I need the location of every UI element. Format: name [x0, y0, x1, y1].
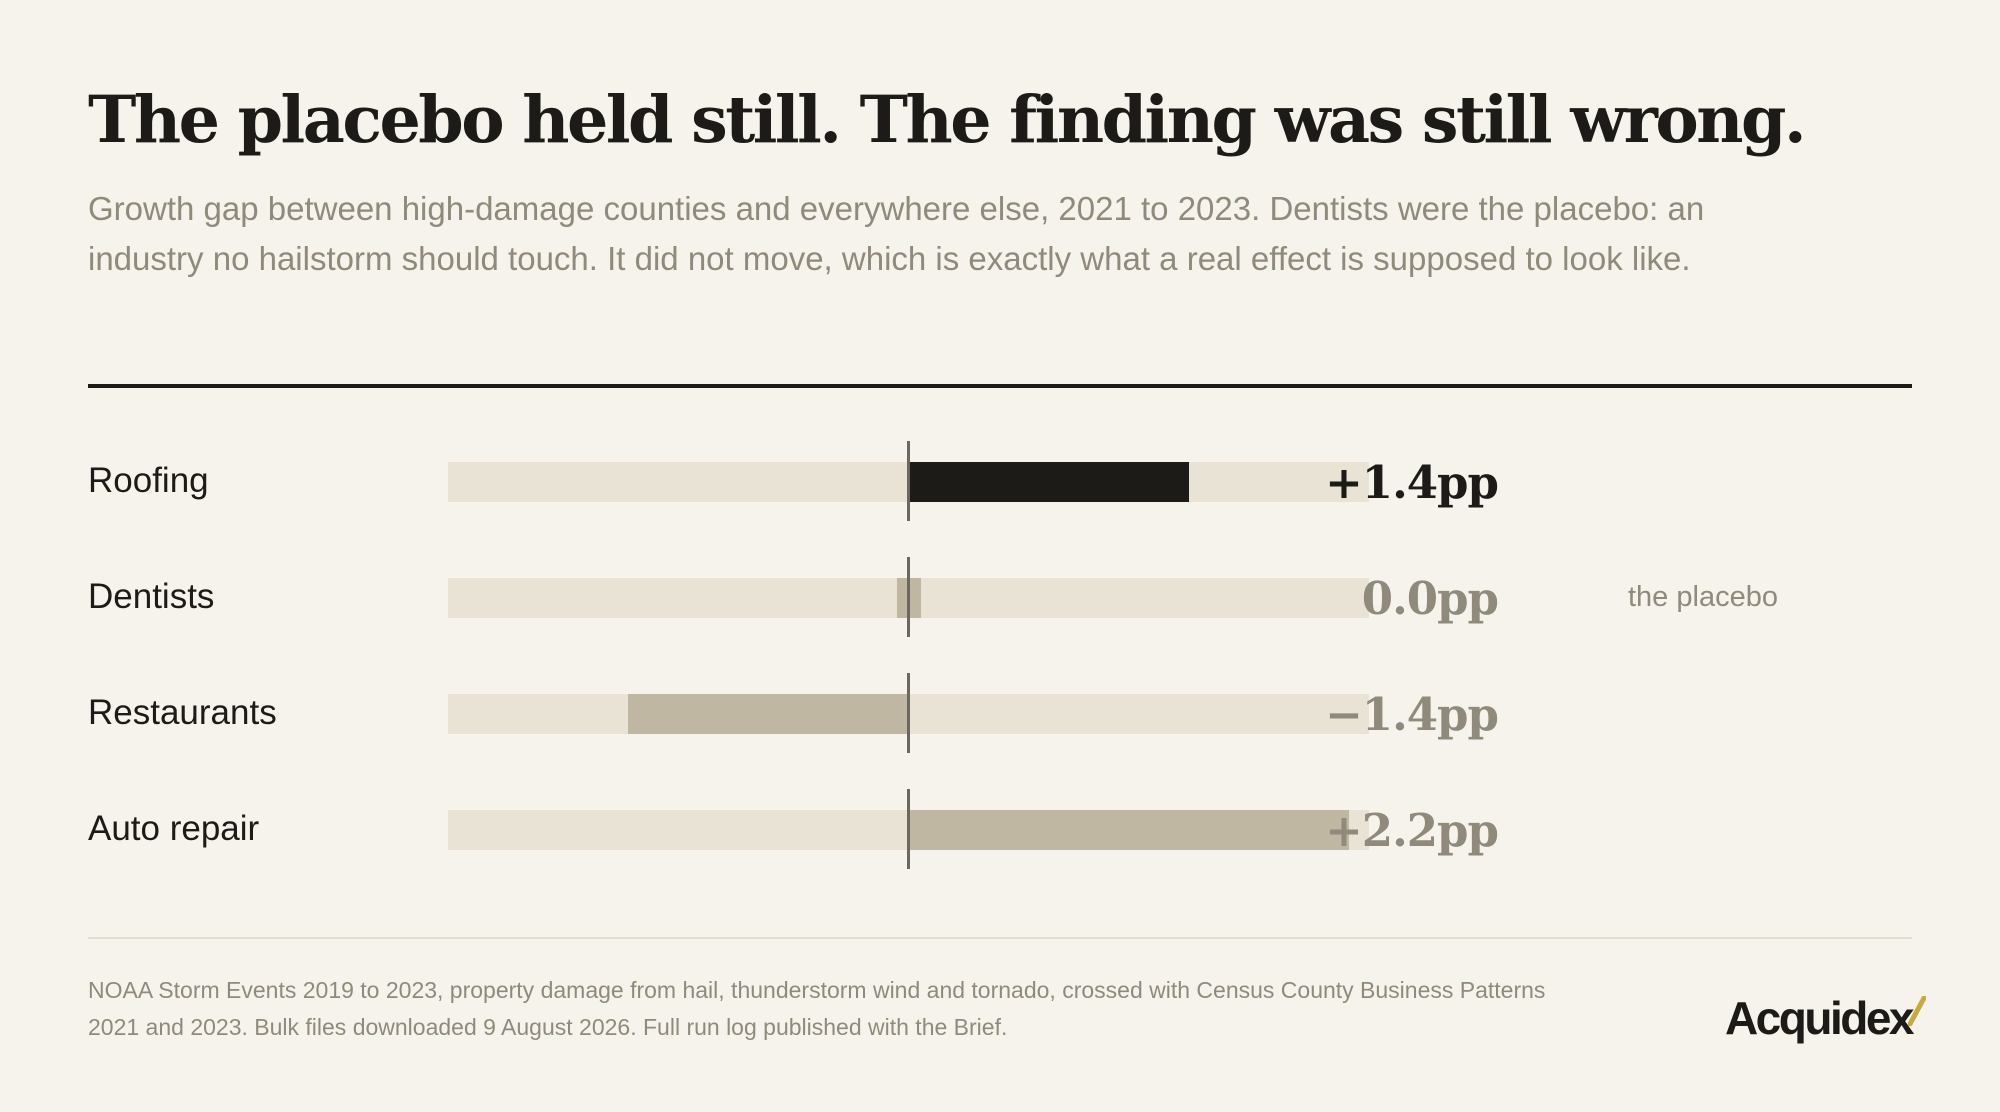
zero-line: [907, 557, 910, 637]
brand-wordmark: Acquidex: [1724, 990, 1926, 1046]
zero-line: [907, 789, 910, 869]
category-label: Dentists: [88, 577, 215, 616]
bar-row-auto-repair: Auto repair +2.2pp: [88, 789, 1912, 869]
top-divider: [88, 384, 1912, 388]
brand-name: Acquidex: [1724, 992, 1915, 1044]
zero-line: [907, 441, 910, 521]
bar-roofing: [908, 462, 1189, 502]
logo-tick-icon: [1908, 996, 1926, 1026]
bottom-divider: [88, 937, 1912, 939]
bar-row-roofing: Roofing +1.4pp: [88, 441, 1912, 521]
chart-title: The placebo held still. The finding was …: [88, 82, 1807, 158]
value-label: +1.4pp: [1325, 456, 1499, 509]
bar-row-restaurants: Restaurants −1.4pp: [88, 673, 1912, 753]
category-label: Auto repair: [88, 809, 260, 848]
brand-logo: Acquidex: [1724, 990, 1926, 1046]
source-note: NOAA Storm Events 2019 to 2023, property…: [88, 977, 1546, 1040]
annotation-note: the placebo: [1628, 581, 1778, 613]
zero-line: [907, 673, 910, 753]
bar-auto-repair: [908, 810, 1349, 850]
category-label: Restaurants: [88, 693, 277, 732]
bar-row-dentists: Dentists 0.0pp the placebo: [88, 557, 1912, 637]
chart-subtitle: Growth gap between high-damage counties …: [88, 190, 1705, 277]
value-label: +2.2pp: [1325, 804, 1499, 857]
value-label: 0.0pp: [1361, 572, 1499, 625]
category-label: Roofing: [88, 461, 209, 500]
value-label: −1.4pp: [1325, 688, 1499, 741]
bar-restaurants: [628, 694, 909, 734]
